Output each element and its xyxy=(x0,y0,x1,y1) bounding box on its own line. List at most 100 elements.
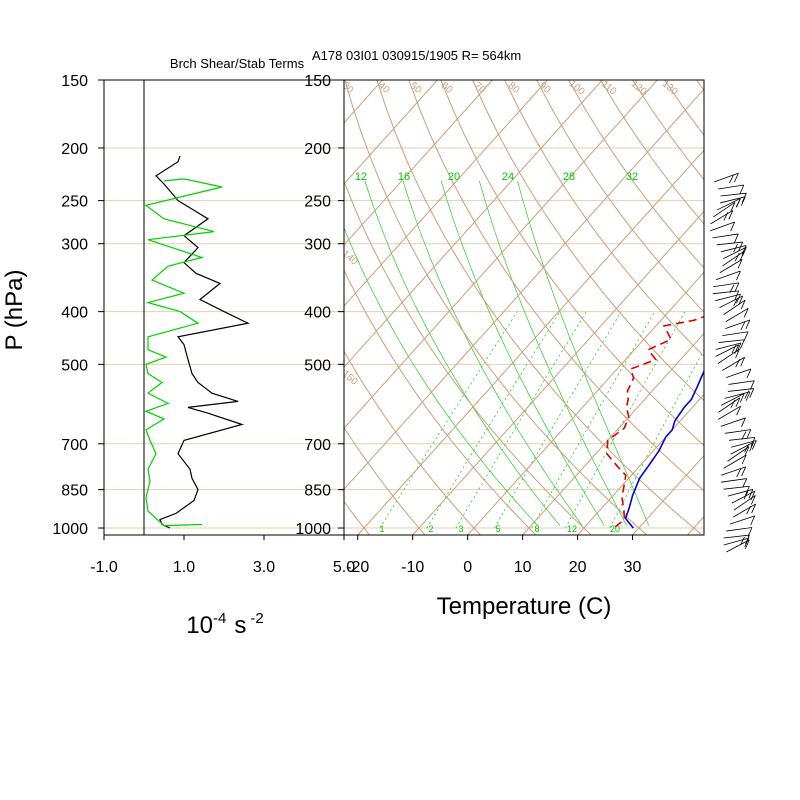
temperature-tick-label: 20 xyxy=(569,559,587,576)
dry-adiabats xyxy=(344,80,800,535)
wind-barb xyxy=(715,293,741,302)
wind-barb-feather xyxy=(745,319,751,330)
skewt-pressure-tick-label: 500 xyxy=(304,357,331,374)
moist-adiabat-label: 12 xyxy=(355,171,367,183)
dry-adiabat-line xyxy=(729,80,800,535)
left-pressure-tick-label: 500 xyxy=(61,357,88,374)
moist-adiabats xyxy=(344,180,650,526)
mixing-ratio-label: 1 xyxy=(379,524,384,534)
wind-barb-feather xyxy=(741,193,747,203)
wind-barb-feather xyxy=(728,210,734,220)
mixing-ratio-line xyxy=(609,349,704,529)
isotherm-line xyxy=(467,271,704,535)
wind-barb-feather xyxy=(733,233,739,244)
wind-barb-feather xyxy=(750,437,756,447)
dry-adiabat-label: 130 xyxy=(660,79,680,98)
wind-barb xyxy=(727,488,754,497)
wind-barb-feather xyxy=(740,339,745,349)
wind-barb xyxy=(712,290,739,295)
skewt-pressure-tick-label: 250 xyxy=(304,194,331,211)
wind-barb xyxy=(723,485,750,490)
moist-adiabat-line xyxy=(479,180,627,526)
wind-barb xyxy=(726,527,753,532)
isotherm-line xyxy=(742,80,800,535)
mixing-ratio-line xyxy=(531,311,656,529)
moist-adiabat-line xyxy=(402,180,583,526)
wind-barb-feather xyxy=(749,388,755,398)
wind-barb xyxy=(710,221,735,232)
temperature-profile-line xyxy=(624,369,704,529)
wind-barb xyxy=(715,270,741,281)
wind-barb-feather xyxy=(730,202,736,212)
skewt-pressure-tick-label: 1000 xyxy=(295,521,331,538)
wind-barb xyxy=(712,233,739,239)
mixing-ratio-label: 12 xyxy=(567,524,577,534)
left-pressure-tick-label: 150 xyxy=(61,73,88,90)
skewt-pressure-tick-label: 200 xyxy=(304,141,331,158)
isotherm-line xyxy=(577,393,704,535)
wind-barb-feather xyxy=(749,380,755,390)
mixing-ratio-label: 5 xyxy=(495,524,500,534)
wind-barb xyxy=(726,368,752,378)
moist-adiabat-label: 16 xyxy=(398,171,410,183)
dry-adiabat-line xyxy=(344,426,426,535)
dry-adiabat-label: 90 xyxy=(537,80,553,96)
isotherm-line xyxy=(632,454,704,535)
moist-adiabat-line xyxy=(440,180,605,526)
wind-barb-feather xyxy=(736,406,742,416)
wind-barb-feather xyxy=(736,198,741,208)
wind-barb-feather xyxy=(739,184,745,195)
wind-barb xyxy=(723,534,750,539)
wind-barb-feather xyxy=(743,491,749,500)
wind-barb xyxy=(720,466,746,476)
wind-barb xyxy=(725,429,751,434)
wind-barb xyxy=(719,259,743,274)
shear-stability-panel: Brch Shear/Stab Terms P (hPa) 150 200 250 3… xyxy=(1,56,355,639)
wind-barb-feather xyxy=(741,417,746,428)
wind-barb xyxy=(727,388,754,392)
wind-barb xyxy=(713,202,736,218)
wind-barb-feather xyxy=(735,359,741,368)
wind-barb-feather xyxy=(738,295,744,306)
shear-x-tick-label: -1.0 xyxy=(90,559,118,576)
wind-barb-feather xyxy=(739,393,745,403)
wind-barb xyxy=(717,198,741,211)
wind-barb xyxy=(715,344,739,357)
shear-series-line xyxy=(155,155,250,529)
wind-barb xyxy=(730,441,754,455)
wind-barb xyxy=(732,503,756,518)
skewt-panel-frame xyxy=(343,79,705,536)
wind-barb-feather xyxy=(729,174,734,184)
isotherm-line xyxy=(357,149,704,535)
moist-adiabat-label: 24 xyxy=(502,171,514,183)
isotherm-line xyxy=(344,88,704,490)
skewt-isobars xyxy=(344,79,704,529)
wind-barb-feather xyxy=(744,390,750,399)
temperature-tick-label: 30 xyxy=(624,559,642,576)
wind-barb xyxy=(722,331,749,336)
moist-adiabat-line xyxy=(344,227,538,526)
temperature-tick-label: 0 xyxy=(463,559,472,576)
dry-adiabat-line xyxy=(376,80,703,535)
skewt-pressure-tick-label: 700 xyxy=(304,437,331,454)
wind-barb-feather xyxy=(734,253,740,262)
dry-adiabat-label: 150 xyxy=(340,369,360,388)
wind-barb xyxy=(719,196,746,204)
wind-barb-feather xyxy=(745,534,750,545)
pressure-axis-label: P (hPa) xyxy=(1,270,28,351)
wind-barb-feather xyxy=(742,478,748,488)
wind-barb xyxy=(719,295,743,309)
dry-adiabat-line xyxy=(568,80,704,269)
skewt-panel: A178 03I01 030915/1905 R= 564km 12 16 20 24… xyxy=(295,48,800,620)
wind-barb xyxy=(729,515,755,525)
wind-barb xyxy=(731,490,756,504)
left-pressure-ticks: 150 200 250 300 400 500 700 850 1000 xyxy=(52,73,104,538)
wind-barb-feather xyxy=(735,397,741,407)
dry-adiabat-line xyxy=(760,80,800,535)
dry-adiabat-label: 30 xyxy=(340,80,356,96)
wind-barb-feather xyxy=(748,489,754,499)
wind-barb-feather xyxy=(751,495,756,505)
wind-barb xyxy=(717,348,740,364)
wind-barb-feather xyxy=(736,468,742,478)
